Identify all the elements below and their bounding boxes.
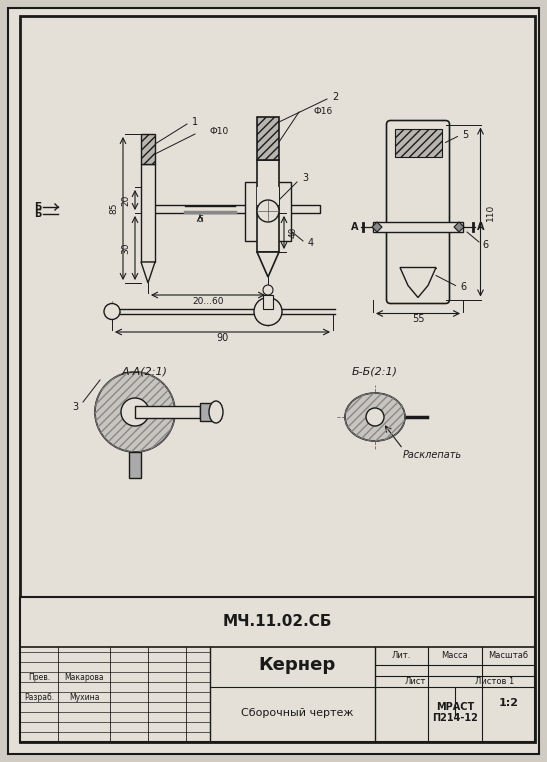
Text: 3: 3 [302, 173, 308, 183]
Text: Лит.: Лит. [392, 652, 411, 661]
Bar [135, 406, 200, 418]
Text: 110: 110 [486, 203, 494, 221]
Bar [394, 129, 441, 156]
Bar [263, 295, 273, 309]
Bar [373, 222, 463, 232]
Polygon shape [454, 222, 464, 232]
Text: Расклепать: Расклепать [403, 450, 462, 460]
Bar [129, 452, 141, 478]
Text: 40: 40 [289, 227, 298, 239]
Text: 6: 6 [482, 240, 488, 250]
Text: Мухина: Мухина [69, 693, 99, 702]
Text: 85: 85 [109, 203, 118, 214]
Circle shape [263, 285, 273, 295]
Circle shape [254, 297, 282, 325]
Text: 90: 90 [217, 333, 229, 343]
Text: 3: 3 [72, 402, 78, 412]
Bar [141, 134, 155, 164]
Ellipse shape [209, 401, 223, 423]
Bar [142, 205, 320, 213]
Text: 1: 1 [192, 117, 198, 127]
Bar [257, 117, 279, 160]
Text: Б: Б [34, 209, 42, 219]
Text: 5: 5 [462, 130, 469, 139]
Text: Прев.: Прев. [28, 673, 50, 681]
Text: Кернер: Кернер [259, 656, 336, 674]
Text: 1:2: 1:2 [498, 699, 519, 709]
Text: МРАСТ
П214-12: МРАСТ П214-12 [432, 702, 478, 723]
Text: МЧ.11.02.СБ: МЧ.11.02.СБ [222, 614, 331, 629]
Text: 20: 20 [121, 194, 130, 206]
Text: Разраб.: Разраб. [24, 693, 54, 702]
Bar [257, 187, 279, 205]
FancyBboxPatch shape [387, 120, 450, 303]
Circle shape [104, 303, 120, 319]
Circle shape [121, 398, 149, 426]
Text: 20...60: 20...60 [192, 296, 224, 306]
Text: Б: Б [34, 202, 42, 212]
Bar [20, 597, 535, 742]
Polygon shape [141, 262, 155, 283]
Text: 55: 55 [412, 315, 424, 325]
Bar [141, 164, 155, 262]
Text: 2: 2 [332, 92, 338, 102]
Text: б: б [197, 216, 203, 225]
Circle shape [257, 200, 279, 222]
Text: Лист: Лист [404, 677, 426, 686]
Text: Ф10: Ф10 [210, 127, 229, 136]
Text: Масса: Масса [441, 652, 468, 661]
Polygon shape [372, 222, 382, 232]
Text: Ф16: Ф16 [314, 107, 333, 116]
Text: 6: 6 [461, 283, 467, 293]
Text: Масштаб: Масштаб [488, 652, 528, 661]
Circle shape [95, 372, 175, 452]
Text: 30: 30 [121, 242, 130, 254]
Bar [257, 160, 279, 252]
Circle shape [366, 408, 384, 426]
Bar [200, 403, 216, 421]
Text: 4: 4 [308, 238, 314, 248]
Text: А-А(2:1): А-А(2:1) [122, 367, 168, 377]
Polygon shape [400, 267, 436, 297]
Text: А: А [351, 222, 359, 232]
Text: Листов 1: Листов 1 [475, 677, 515, 686]
Text: Б-Б(2:1): Б-Б(2:1) [352, 367, 398, 377]
Bar [245, 182, 291, 241]
Text: А: А [477, 222, 485, 232]
Text: Макарова: Макарова [64, 673, 104, 681]
Ellipse shape [345, 393, 405, 441]
Polygon shape [257, 252, 279, 277]
Text: Сборочный чертеж: Сборочный чертеж [241, 707, 354, 718]
